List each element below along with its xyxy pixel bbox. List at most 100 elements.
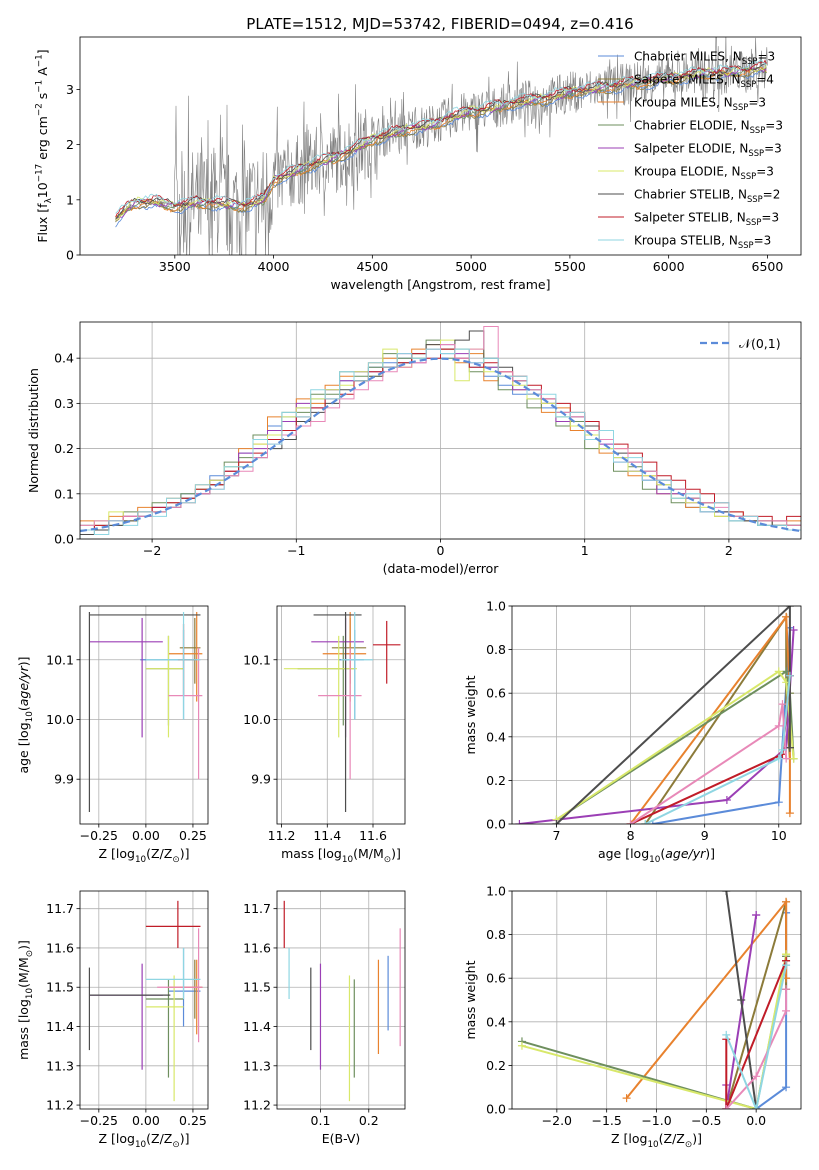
weight-marker (774, 754, 783, 763)
y-tick-label: 0.8 (486, 927, 506, 942)
x-tick-label: 0.0 (746, 1113, 766, 1128)
x-axis-label: Z [log10​(Z/Z⊙​)] (98, 1131, 189, 1150)
x-tick-label: 8 (627, 828, 635, 843)
x-axis-label: wavelength [Angstrom, rest frame] (330, 277, 550, 292)
y-tick-label: 0.4 (486, 729, 506, 744)
weight-marker (752, 1072, 761, 1081)
y-tick-label: 9.9 (251, 772, 271, 787)
weight-series (515, 625, 798, 824)
y-tick-label: 11.2 (243, 1098, 271, 1113)
age-vs-z-axes: −0.25 0.00 0.25 9.9 10.0 10.1 Z [log10​(Z/Z⊙​)… (16, 605, 209, 865)
weight-marker (752, 910, 761, 919)
age-vs-z-frame (79, 605, 209, 825)
weight-marker (782, 961, 791, 970)
mass-vs-z-axes: −0.25 0.00 0.25 11.2 11.3 11.4 11.5 11.6 11.7 Z [… (16, 890, 209, 1150)
spectrum-legend: Chabrier MILES, NSSP​=3 Salpeter MILES, N… (598, 50, 783, 251)
weight-marker (782, 1083, 791, 1092)
weight-marker (789, 625, 798, 634)
error-point (283, 635, 357, 738)
x-axis-label: Z [log10​(Z/Z⊙​)] (98, 846, 189, 865)
error-point (338, 629, 364, 720)
weight-vs-age-axes: 7 8 9 10 0.0 0.2 0.4 0.6 0.8 1.0 age [log10​(age/y… (463, 599, 802, 865)
model-line (115, 59, 767, 214)
model-line (115, 62, 767, 220)
mass-vs-ebv-axes: 0.1 0.2 11.2 11.3 11.4 11.5 11.6 11.7 E(B-V) (243, 890, 406, 1146)
x-tick-label: 10 (771, 828, 787, 843)
legend-label: Kroupa STELIB, NSSP​=3 (634, 234, 771, 251)
weight-marker (785, 809, 794, 818)
error-point (145, 635, 184, 738)
y-tick-label: 1 (66, 192, 74, 207)
y-tick-label: 0.2 (486, 1058, 506, 1073)
y-tick-label: 10.0 (46, 712, 74, 727)
x-tick-label: −1.5 (591, 1113, 621, 1128)
x-tick-label: 4500 (356, 259, 388, 274)
error-point (145, 611, 201, 720)
weight-vs-age-grid (512, 605, 801, 825)
legend-label: Kroupa ELODIE, NSSP​=3 (634, 165, 774, 182)
y-tick-label: 11.3 (243, 1058, 271, 1073)
y-axis-label: mass [log10​(M/M⊙​)] (16, 940, 35, 1060)
mass-vs-ebv-ticks: 0.1 0.2 11.2 11.3 11.4 11.5 11.6 11.7 (243, 901, 379, 1128)
weight-marker (622, 1094, 631, 1103)
weight-marker (782, 667, 791, 676)
error-point (322, 611, 367, 702)
y-tick-label: 0.2 (54, 441, 74, 456)
weight-series (641, 671, 794, 824)
y-tick-label: 0.3 (54, 396, 74, 411)
weight-line (755, 912, 788, 1109)
age-vs-mass-grid (277, 606, 405, 824)
y-tick-label: 0.4 (486, 1014, 506, 1029)
error-point (145, 947, 201, 1000)
histogram-axes: −2 −1 0 1 2 0.0 0.1 0.2 0.3 0.4 (data-model)/error… (26, 321, 802, 576)
legend-label: Salpeter STELIB, NSSP​=3 (634, 211, 779, 228)
histogram-ticks: −2 −1 0 1 2 0.0 0.1 0.2 0.3 0.4 (54, 351, 733, 558)
y-tick-label: 1.0 (486, 599, 506, 614)
x-tick-label: 11.2 (268, 828, 296, 843)
mass-vs-z-plot (88, 900, 203, 1102)
y-tick-label: 11.4 (46, 1019, 74, 1034)
weight-line (644, 675, 791, 824)
weight-vs-z-frame (511, 890, 802, 1110)
error-point (145, 900, 201, 948)
weight-line (555, 606, 791, 824)
x-tick-label: 5500 (554, 259, 586, 274)
x-tick-label: −2 (143, 543, 161, 558)
y-tick-label: 0.0 (54, 532, 74, 547)
weight-marker (785, 671, 794, 680)
weight-marker (785, 743, 794, 752)
error-point (373, 620, 401, 684)
weight-series (722, 961, 791, 1109)
x-tick-label: 0.2 (359, 1113, 379, 1128)
y-tick-label: 2 (66, 137, 74, 152)
weight-marker (774, 721, 783, 730)
x-tick-label: 4000 (258, 259, 290, 274)
error-point (168, 647, 203, 780)
age-vs-mass-axes: 11.2 11.4 11.6 9.9 10.0 10.1 mass [log10​(M/M⊙… (243, 605, 406, 865)
y-tick-label: 10.1 (243, 652, 271, 667)
weight-line (725, 964, 788, 1109)
y-axis-label: age [log10​(age/yr)] (16, 656, 35, 773)
weight-marker (778, 700, 787, 709)
x-tick-label: 3500 (159, 259, 191, 274)
weight-line (725, 989, 788, 1109)
weight-marker (515, 820, 524, 824)
histogram-legend: 𝒩(0,1) (700, 336, 781, 351)
weight-marker (778, 745, 787, 754)
x-tick-label: 7 (552, 828, 560, 843)
y-tick-label: 11.7 (46, 901, 74, 916)
error-point (179, 617, 201, 684)
x-axis-label: (data-model)/error (383, 561, 500, 576)
weight-series (552, 667, 798, 824)
histogram-step (80, 348, 801, 539)
y-tick-label: 0 (66, 248, 74, 263)
weight-marker (782, 754, 791, 763)
y-tick-label: 0.0 (486, 1102, 506, 1117)
x-axis-label: mass [log10​(M/M⊙​)] (281, 846, 401, 865)
spectrum-frame (79, 36, 802, 256)
weight-marker (517, 1041, 526, 1050)
weight-marker (552, 820, 561, 824)
x-tick-label: −0.25 (80, 1113, 118, 1128)
histogram-frame (79, 321, 802, 540)
